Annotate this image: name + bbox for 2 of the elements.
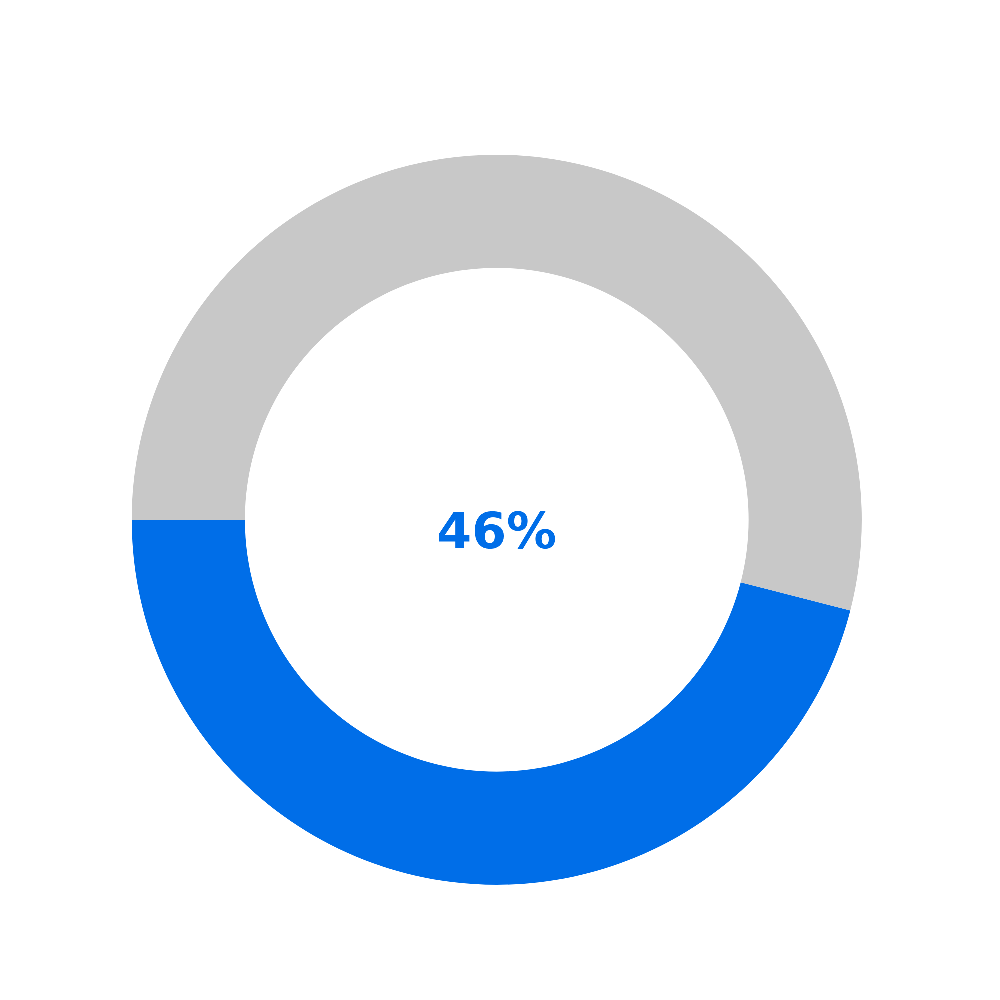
text: 46% [439,511,556,550]
donut-slice [132,155,862,611]
